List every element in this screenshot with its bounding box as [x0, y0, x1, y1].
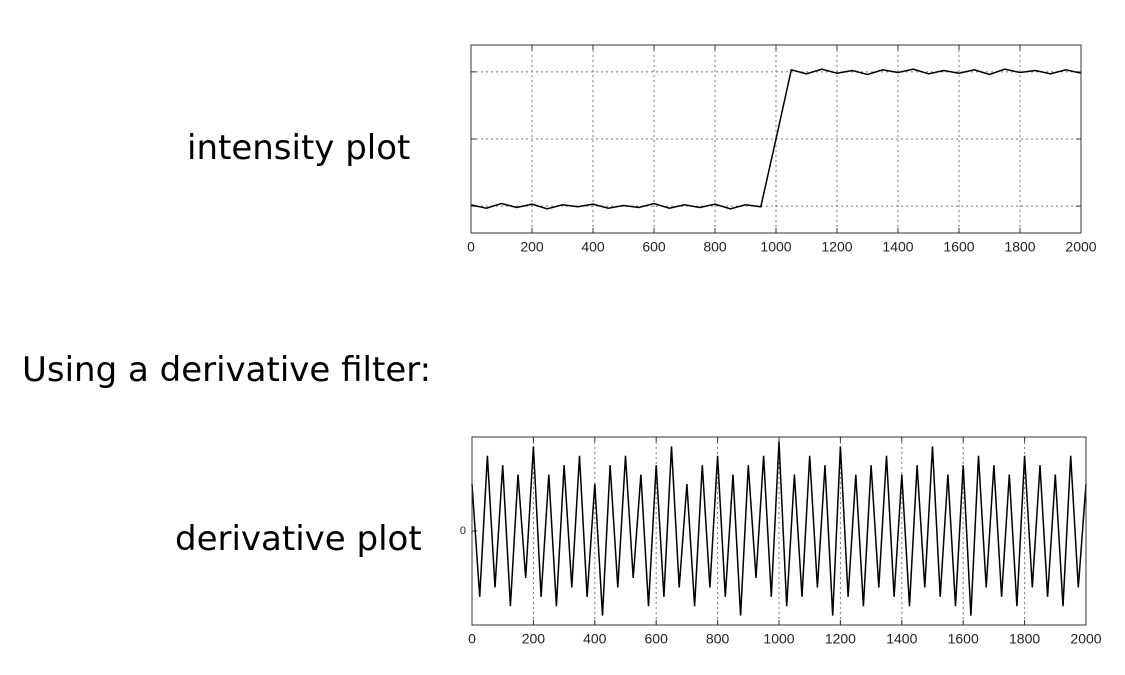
heading: Using a derivative filter:	[22, 350, 432, 390]
x-tick-label: 1400	[886, 631, 917, 647]
x-tick-label: 1600	[948, 631, 979, 647]
y-tick-label: 0	[460, 525, 466, 537]
x-tick-label: 800	[703, 239, 727, 255]
x-tick-label: 1800	[1009, 631, 1040, 647]
data-line	[470, 68, 1082, 210]
x-tick-label: 0	[467, 239, 475, 255]
x-tick-label: 1400	[882, 239, 913, 255]
x-tick-label: 400	[583, 631, 607, 647]
x-tick-label: 800	[706, 631, 730, 647]
x-tick-label: 600	[645, 631, 669, 647]
x-tick-label: 200	[520, 239, 544, 255]
x-tick-label: 1800	[1004, 239, 1035, 255]
x-tick-label: 1600	[943, 239, 974, 255]
x-tick-label: 2000	[1065, 239, 1096, 255]
data-line	[471, 441, 1087, 616]
x-tick-label: 0	[468, 631, 476, 647]
x-tick-label: 600	[642, 239, 666, 255]
x-tick-label: 1000	[763, 631, 794, 647]
x-tick-label: 1200	[821, 239, 852, 255]
x-tick-label: 200	[522, 631, 546, 647]
x-tick-label: 1200	[825, 631, 856, 647]
plot-frame	[470, 44, 1082, 234]
side-label: derivative plot	[175, 519, 422, 559]
x-tick-label: 2000	[1070, 631, 1101, 647]
side-label: intensity plot	[187, 128, 411, 168]
plot-frame	[471, 436, 1087, 626]
x-tick-label: 400	[581, 239, 605, 255]
x-tick-label: 1000	[760, 239, 791, 255]
